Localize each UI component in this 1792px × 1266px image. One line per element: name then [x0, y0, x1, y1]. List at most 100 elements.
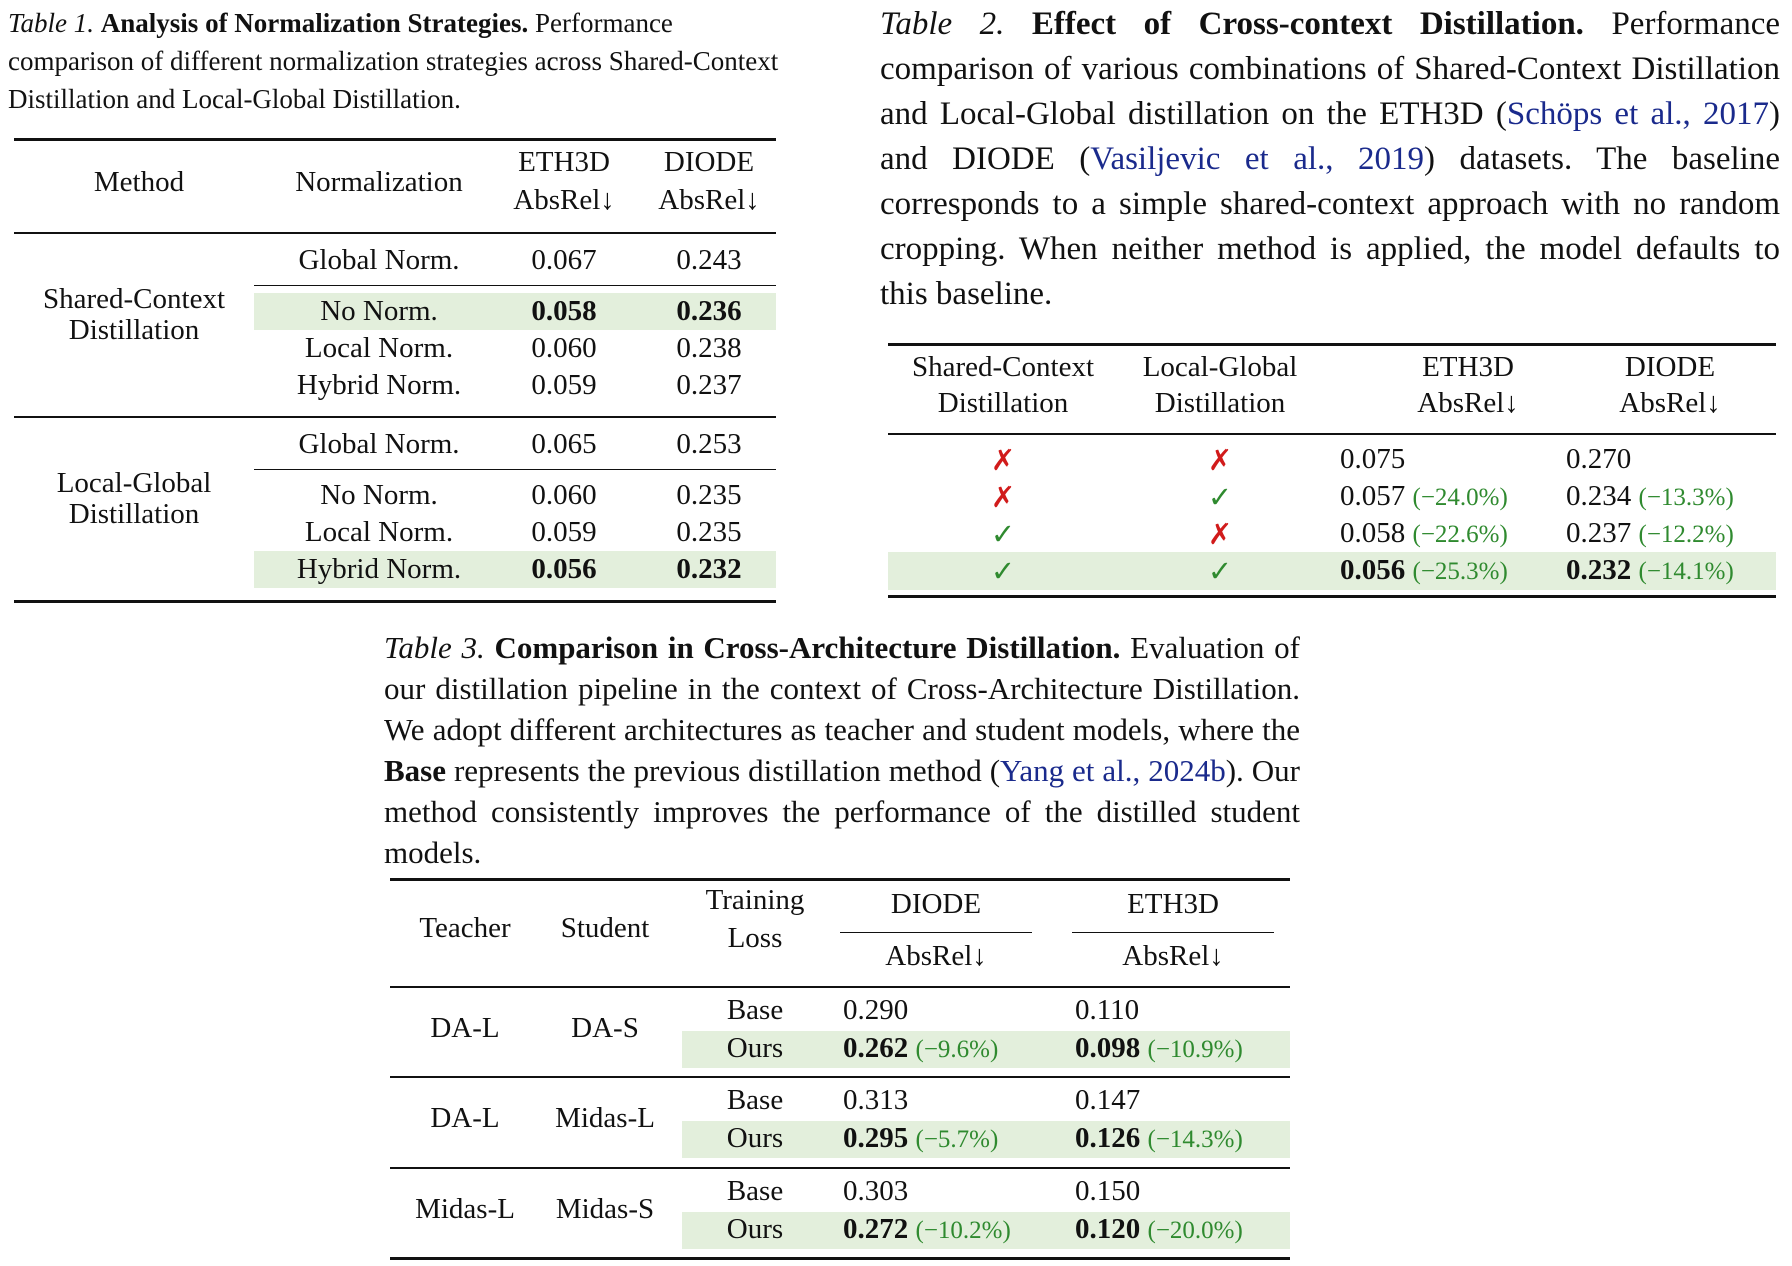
- table3-citation-yang[interactable]: Yang et al., 2024b: [1000, 753, 1226, 788]
- t1-diode-cell: 0.232: [676, 553, 742, 585]
- t1-normalization-cell: No Norm.: [320, 479, 438, 511]
- table3-label: Table 3.: [384, 630, 485, 665]
- t3-eth3d-underline: [1072, 932, 1274, 933]
- t1-eth3d-cell: 0.060: [531, 479, 597, 511]
- t3-eth3d-delta: (−10.9%): [1147, 1036, 1243, 1063]
- t3-highlight-row: [682, 1212, 1290, 1249]
- t2-header-eth3d-metric: AbsRel↓: [1417, 387, 1519, 419]
- t3-eth3d-value: 0.147: [1075, 1084, 1141, 1116]
- t1-highlight-row: [254, 293, 776, 330]
- t1-diode-cell: 0.235: [676, 516, 742, 548]
- t3-eth3d-cell: 0.098 (−10.9%): [1075, 1032, 1243, 1065]
- table3-caption-text-b: represents the previous distillation met…: [453, 753, 1001, 788]
- t1-group-rule: [14, 416, 776, 418]
- t1-eth3d-cell: 0.067: [531, 244, 597, 276]
- t2-diode-delta: (−12.2%): [1638, 521, 1734, 548]
- t2-diode-value: 0.270: [1566, 443, 1632, 475]
- t3-diode-value: 0.262: [843, 1032, 909, 1064]
- t2-highlight-row: [888, 552, 1776, 590]
- t3-diode-value: 0.290: [843, 994, 909, 1026]
- t3-loss-cell: Ours: [726, 1122, 784, 1154]
- t2-eth3d-value: 0.056: [1340, 554, 1406, 586]
- t2-header-local-line1: Local-Global: [1142, 351, 1298, 383]
- t1-top-rule: [14, 138, 776, 141]
- t3-loss-cell: Base: [726, 1175, 784, 1207]
- t1-header-diode-metric: AbsRel↓: [658, 184, 760, 216]
- t2-diode-value: 0.232: [1566, 554, 1632, 586]
- t3-eth3d-cell: 0.150: [1075, 1175, 1140, 1208]
- t3-teacher-cell: Midas-L: [415, 1193, 515, 1225]
- t1-header-rule: [14, 232, 776, 234]
- t2-eth3d-cell: 0.057 (−24.0%): [1340, 480, 1508, 513]
- t3-eth3d-cell: 0.110: [1075, 994, 1139, 1027]
- cross-icon: ✗: [1207, 519, 1233, 551]
- t3-student-cell: DA-S: [571, 1012, 639, 1044]
- table3-caption-base: Base: [384, 753, 446, 788]
- t3-eth3d-cell: 0.120 (−20.0%): [1075, 1213, 1243, 1246]
- t1-normalization-cell: Hybrid Norm.: [296, 553, 462, 585]
- t3-diode-cell: 0.295 (−5.7%): [843, 1122, 998, 1155]
- t3-eth3d-value: 0.150: [1075, 1175, 1141, 1207]
- t3-bottom-rule: [390, 1257, 1290, 1260]
- t3-eth3d-cell: 0.126 (−14.3%): [1075, 1122, 1243, 1155]
- t3-eth3d-value: 0.110: [1075, 994, 1140, 1026]
- t1-header-method: Method: [93, 166, 185, 198]
- t2-bottom-rule: [888, 595, 1776, 598]
- t1-normalization-cell: Local Norm.: [304, 516, 454, 548]
- t2-header-eth3d: ETH3D: [1422, 351, 1514, 383]
- t1-normalization-cell: Local Norm.: [304, 332, 454, 364]
- table1-label: Table 1.: [8, 8, 95, 38]
- t3-diode-cell: 0.290: [843, 994, 908, 1027]
- t3-header-diode: DIODE: [890, 888, 982, 920]
- t3-loss-cell: Ours: [726, 1032, 784, 1064]
- t3-student-cell: Midas-S: [555, 1193, 655, 1225]
- table2: Shared-Context Distillation Local-Global…: [888, 343, 1776, 599]
- table3-caption-text-c: ). Our method consistently improves the …: [384, 753, 1300, 870]
- table1-caption: Table 1. Analysis of Normalization Strat…: [8, 4, 792, 118]
- t3-diode-cell: 0.313: [843, 1084, 908, 1117]
- t3-eth3d-value: 0.098: [1075, 1032, 1141, 1064]
- t2-header-rule: [888, 433, 1776, 435]
- t1-diode-cell: 0.236: [676, 295, 742, 327]
- t1-normalization-cell: No Norm.: [320, 295, 438, 327]
- t3-diode-cell: 0.262 (−9.6%): [843, 1032, 998, 1065]
- t3-diode-delta: (−9.6%): [915, 1036, 999, 1063]
- table2-caption-text-c: ) datasets. The baseline corresponds to …: [880, 141, 1781, 312]
- t1-method-cell: Local-Global Distillation: [56, 467, 212, 530]
- t3-header-eth3d: ETH3D: [1127, 888, 1219, 920]
- t1-eth3d-cell: 0.059: [531, 516, 597, 548]
- t2-eth3d-delta: (−24.0%): [1412, 484, 1508, 511]
- t3-diode-cell: 0.272 (−10.2%): [843, 1213, 1011, 1246]
- t3-diode-delta: (−10.2%): [915, 1217, 1011, 1244]
- t3-group-rule-2: [390, 1167, 1290, 1169]
- table2-citation-vasiljevic[interactable]: Vasiljevic et al., 2019: [1090, 141, 1424, 177]
- t2-eth3d-value: 0.058: [1340, 517, 1406, 549]
- t3-diode-cell: 0.303: [843, 1175, 908, 1208]
- table1-caption-text: Performance comparison of different norm…: [8, 8, 779, 114]
- table3: Teacher Student Training Loss DIODE AbsR…: [390, 878, 1290, 1262]
- t2-diode-cell: 0.270: [1566, 443, 1631, 476]
- t1-diode-cell: 0.238: [676, 332, 742, 364]
- t3-teacher-cell: DA-L: [430, 1012, 500, 1044]
- table2-caption-text-b: ) and DIODE (: [880, 96, 1780, 177]
- t1-header-eth3d-metric: AbsRel↓: [513, 184, 615, 216]
- t1-eth3d-cell: 0.059: [531, 369, 597, 401]
- check-icon: ✓: [1207, 482, 1233, 514]
- t3-eth3d-cell: 0.147: [1075, 1084, 1140, 1117]
- table2-citation-schops[interactable]: Schöps et al., 2017: [1506, 96, 1769, 132]
- t2-diode-value: 0.234: [1566, 480, 1632, 512]
- t2-diode-cell: 0.237 (−12.2%): [1566, 517, 1734, 550]
- t2-eth3d-delta: (−25.3%): [1412, 558, 1508, 585]
- t3-highlight-row: [682, 1121, 1290, 1158]
- t3-diode-value: 0.272: [843, 1213, 909, 1245]
- t2-eth3d-value: 0.057: [1340, 480, 1406, 512]
- t2-diode-cell: 0.232 (−14.1%): [1566, 554, 1734, 587]
- table1-title: Analysis of Normalization Strategies.: [100, 8, 529, 38]
- t1-method-cell: Shared-Context Distillation: [42, 283, 225, 346]
- t2-eth3d-cell: 0.075: [1340, 443, 1405, 476]
- t1-diode-cell: 0.253: [676, 428, 742, 460]
- cross-icon: ✗: [990, 482, 1016, 514]
- t3-eth3d-value: 0.120: [1075, 1213, 1141, 1245]
- t1-normalization-cell: Global Norm.: [298, 428, 460, 460]
- t1-bottom-rule: [14, 600, 776, 603]
